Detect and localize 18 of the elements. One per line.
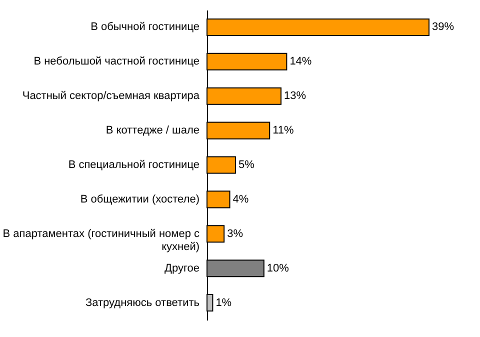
y-tick-label: В обычной гостинице — [90, 21, 200, 34]
y-tick-label: В небольшой частной гостинице — [34, 56, 200, 68]
data-label: 39% — [432, 21, 454, 34]
y-tick-label: Другое — [164, 262, 200, 274]
y-tick-label: В специальной гостинице — [68, 159, 200, 171]
data-label: 13% — [284, 90, 306, 102]
y-tick-label: В апартаментах (гостиничный номер с кухней) — [2, 228, 200, 253]
y-tick-label: В общежитии (хостеле) — [80, 193, 200, 206]
data-label: 4% — [232, 193, 249, 206]
data-label: 10% — [266, 262, 290, 274]
data-label: 14% — [290, 56, 312, 68]
data-label: 1% — [216, 296, 232, 309]
y-tick-label: Частный сектор/съемная квартира — [22, 90, 200, 102]
data-label: 5% — [238, 159, 255, 171]
y-tick-label: В коттедже / шале — [106, 124, 200, 137]
data-label: 11% — [272, 124, 294, 137]
data-label: 3% — [227, 228, 244, 240]
y-tick-label: Затрудняюсь ответить — [85, 296, 200, 309]
